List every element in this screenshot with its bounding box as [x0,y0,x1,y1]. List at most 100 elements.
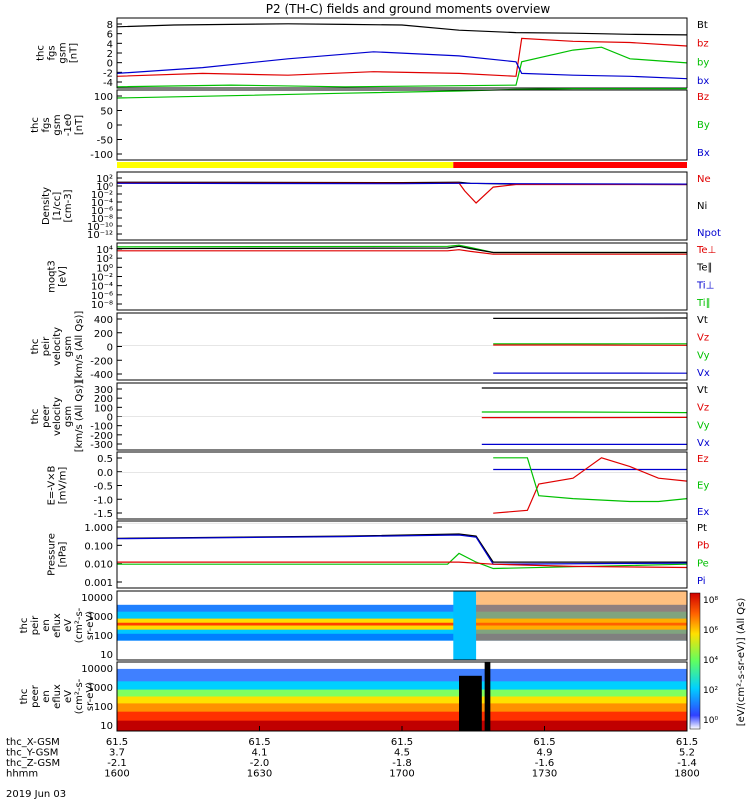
panel-ylabel: thcpeirvelocitygsm[km/s (All Qs)] [30,311,85,383]
ylabel-line: [1/cc] [52,192,63,221]
y-tick-label: 1000 [88,612,113,623]
series-by [116,46,688,88]
legend-Bt: Bt [697,20,708,31]
ephem-value: -2.0 [250,758,270,769]
ylabel-line: [cm-3] [63,189,74,222]
series-Vy [481,411,688,414]
ylabel-line: [nT] [74,115,85,135]
y-tick-label: -300 [90,440,113,451]
panel-peer-spectrogram: thcpeerenefluxeV(cm²-s-sr-eV) 10000 1000 10… [19,661,688,732]
y-tick-label: 10 [100,650,113,661]
legend-Vx: Vx [697,368,710,379]
series-Ez [493,457,688,514]
y-tick-label: -1.5 [93,509,113,520]
ephem-value: 4.1 [252,748,268,759]
y-tick-label: 0.100 [84,541,113,552]
legend-Vx: Vx [697,438,710,449]
legend-Pt: Pt [697,523,707,534]
spectrogram-band [117,703,687,713]
series-Te⊥ [117,249,687,255]
ephem-value: -1.8 [392,758,412,769]
ylabel-line: [eV] [58,266,69,287]
legend-Ey: Ey [697,481,709,492]
y-tick-label: 10000 [81,664,113,675]
y-tick-label: 400 [94,315,113,326]
panel-frame [116,382,688,451]
y-tick-label: -400 [90,370,113,381]
panel-frame [116,89,688,161]
ephem-label: thc_X-GSM [6,737,60,748]
y-tick-label: 50 [100,107,113,118]
series-Bt [116,23,688,36]
ylabel-line: (cm²-s- [74,678,85,714]
colorbar-label: [eV/(cm²-s-sr-eV)] (All Qs) [736,598,747,727]
series-Pe [117,552,688,570]
panel-ylabel: moqt3[eV] [47,260,69,293]
y-tick-label: 10⁻⁸ [91,300,113,311]
ylabel-line: gsm [63,406,74,427]
ephem-value: 3.7 [109,748,125,759]
ylabel-line: fgs [41,117,52,132]
panel-frame [116,520,688,589]
ephem-value: 1730 [532,769,557,780]
series-By [116,88,687,99]
ylabel-line: [mV/m] [58,467,69,505]
ylabel-line: gsm [52,114,63,135]
ephem-value: -1.6 [535,758,555,769]
y-tick-label: 10⁻² [91,190,113,201]
legend-By: By [697,120,710,131]
spectrogram-gap [484,662,491,731]
y-tick-label: 6 [107,30,113,41]
y-tick-label: -50 [97,136,113,147]
panel-peir-velocity: thcpeirvelocitygsm[km/s (All Qs)] 400 200 0… [30,311,710,383]
spectrogram-band [117,640,687,661]
ylabel-line: -1e0 [63,114,74,137]
y-tick-label: 0.001 [84,578,113,589]
legend-Ti∥: Ti∥ [696,298,711,309]
y-tick-label: 200 [94,394,113,405]
legend-Bz: Bz [697,92,709,103]
y-tick-label: 10⁻⁶ [91,206,113,217]
legend-Vy: Vy [697,350,710,361]
legend-bx: bx [697,76,709,87]
series-Te∥ [116,245,687,254]
spectrogram-band [476,591,687,641]
colorbar-tick: 10⁶ [703,626,718,636]
y-tick-label: 100 [94,631,113,642]
legend-Vy: Vy [697,420,710,431]
ylabel-line: thc [30,409,41,425]
ephem-value: 1630 [247,769,272,780]
y-tick-label: -200 [90,431,113,442]
panel-ylabel: thcfgsgsm-1e0[nT] [30,114,85,137]
ephem-label: hhmm [6,769,38,780]
y-tick-label: 10⁻⁴ [91,282,113,293]
ylabel-line: thc [30,117,41,133]
ephem-value: 61.5 [391,737,413,748]
panel-ylabel: thcpeirenefluxeV(cm²-s-sr-eV) [19,607,96,643]
ephem-value: 61.5 [676,737,698,748]
y-tick-label: -100 [90,422,113,433]
mode-bar-yellow [117,162,454,168]
ephem-value: 5.2 [679,748,695,759]
series-Pi [116,534,688,565]
panel-frame [116,171,688,241]
legend-Npot: Npot [697,228,721,239]
legend-Vt: Vt [697,315,708,326]
panel-pressure: Pressure[nPa] 1.000 0.100 0.010 0.001 Pt Pb Pe P… [47,520,709,589]
legend-Bx: Bx [697,148,710,159]
colorbar-tick: 10⁸ [703,596,718,606]
panel-ylabel: Density[1/cc][cm-3] [41,187,74,225]
legend-Ni: Ni [697,201,707,212]
ylabel-line: velocity [52,397,63,436]
ylabel-line: E=-V×B [47,465,58,505]
y-tick-label: 10⁰ [96,182,113,193]
y-tick-label: 10⁻⁶ [91,291,113,302]
colorbar: 10⁸ 10⁶ 10⁴ 10² 10⁰ [eV/(cm²-s-sr-eV)] (All Q… [689,592,747,730]
ylabel-line: thc [36,45,47,61]
spectrogram-band [117,611,687,620]
ylabel-line: [nT] [69,43,80,63]
y-tick-label: 0 [107,59,113,70]
